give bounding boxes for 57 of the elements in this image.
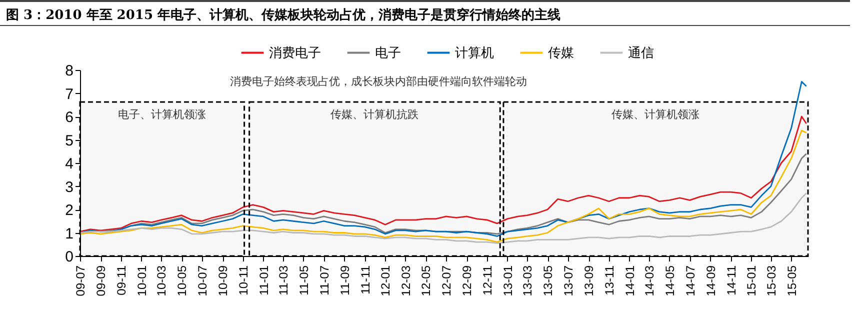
y-tick-label: 8 <box>65 62 74 80</box>
x-tick-label: 13-01 <box>500 265 515 296</box>
x-tick-label: 13-05 <box>541 265 556 296</box>
legend-label: 消费电子 <box>269 46 321 61</box>
x-tick-label: 10-07 <box>195 265 210 296</box>
line-series <box>80 192 808 244</box>
y-tick-label: 2 <box>65 202 74 219</box>
x-tick-label: 12-07 <box>440 265 454 296</box>
chart-title: 图 3：2010 年至 2015 年电子、计算机、传媒板块轮动占优，消费电子是贯穿行情始终的主线 <box>0 0 850 26</box>
y-tick-label: 0 <box>65 248 74 266</box>
x-tick-label: 15-01 <box>744 265 759 296</box>
line-series <box>80 130 808 243</box>
legend-label: 计算机 <box>455 46 494 61</box>
band-label: 电子、计算机领涨 <box>118 108 206 121</box>
x-tick-label: 10-09 <box>216 265 230 296</box>
x-tick-label: 14-11 <box>724 265 738 296</box>
legend-label: 传媒 <box>548 46 574 61</box>
x-tick-label: 10-01 <box>134 265 149 296</box>
x-tick-label: 10-05 <box>175 265 190 296</box>
legend-label: 通信 <box>628 46 654 61</box>
y-tick-label: 4 <box>65 156 74 172</box>
x-tick-label: 09-11 <box>114 265 129 296</box>
x-tick-label: 11-05 <box>296 265 311 296</box>
x-tick-label: 13-07 <box>561 265 576 296</box>
y-tick-label: 6 <box>65 109 74 126</box>
x-tick-label: 12-11 <box>480 265 495 296</box>
legend-label: 电子 <box>375 46 401 61</box>
x-tick-label: 14-07 <box>683 265 698 296</box>
y-tick-label: 7 <box>65 86 74 103</box>
annotation: 消费电子始终表现占优，成长板块内部由硬件端向软件端轮动 <box>230 75 527 88</box>
x-tick-label: 11-09 <box>338 265 352 296</box>
x-tick-label: 11-11 <box>358 265 372 294</box>
x-tick-label: 12-03 <box>398 265 413 296</box>
x-tick-label: 13-09 <box>582 265 596 296</box>
x-tick-label: 12-01 <box>378 265 393 296</box>
x-tick-label: 15-05 <box>784 265 799 296</box>
x-tick-label: 09-07 <box>74 265 88 296</box>
band-label: 传媒、计算机抗跌 <box>330 108 419 121</box>
y-tick-label: 1 <box>65 225 74 242</box>
x-tick-label: 09-09 <box>94 265 108 296</box>
x-tick-label: 14-03 <box>642 265 657 296</box>
x-tick-label: 15-03 <box>764 265 778 296</box>
x-tick-label: 14-09 <box>704 265 718 296</box>
x-tick-label: 14-01 <box>622 265 637 296</box>
y-tick-label: 3 <box>65 178 74 196</box>
x-tick-label: 13-11 <box>602 265 616 296</box>
y-tick-label: 5 <box>65 132 74 150</box>
x-tick-label: 14-05 <box>662 265 677 296</box>
x-tick-label: 13-03 <box>520 265 535 296</box>
x-tick-label: 11-07 <box>317 265 332 296</box>
band-label: 传媒、计算机领涨 <box>612 108 700 121</box>
x-tick-label: 11-01 <box>256 265 271 296</box>
x-tick-label: 11-03 <box>276 265 291 296</box>
x-tick-label: 12-09 <box>460 265 474 296</box>
x-tick-label: 10-11 <box>236 265 250 296</box>
x-tick-label: 10-03 <box>154 265 169 296</box>
x-tick-label: 12-05 <box>419 265 434 296</box>
